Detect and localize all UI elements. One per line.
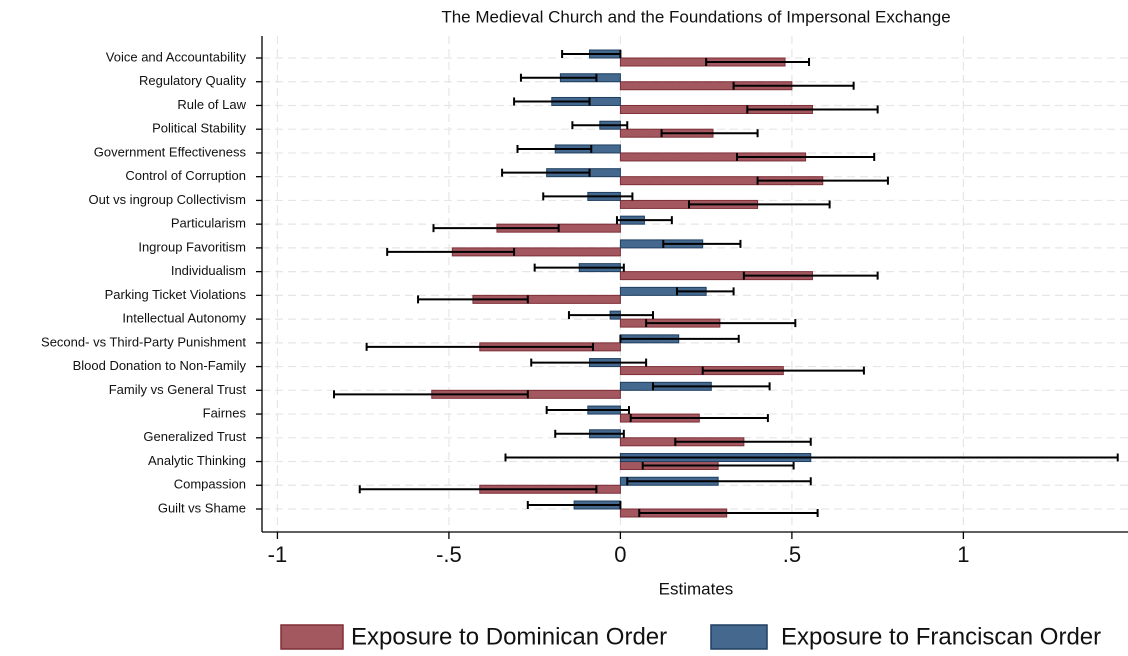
y-tick-label: Second- vs Third-Party Punishment (41, 334, 246, 349)
error-bar (732, 81, 855, 90)
error-bar (687, 200, 831, 209)
error-bar (542, 192, 634, 201)
legend-swatch (710, 624, 768, 650)
error-bar (705, 58, 811, 66)
y-tick-label: Ingroup Favoritism (138, 239, 246, 254)
error-bar (736, 152, 876, 161)
error-bar (386, 247, 516, 256)
error-bar (619, 334, 740, 343)
error-bar (554, 429, 625, 438)
error-bar (417, 295, 529, 304)
y-tick-label: Compassion (174, 477, 246, 492)
error-bar (504, 453, 1119, 462)
x-tick-label: .5 (783, 542, 801, 567)
error-bar (432, 224, 560, 233)
y-tick-label: Individualism (171, 263, 246, 278)
error-bar (513, 97, 591, 106)
chart-title: The Medieval Church and the Foundations … (441, 7, 950, 26)
y-tick-label: Blood Donation to Non-Family (73, 358, 247, 373)
y-tick-label: Control of Corruption (125, 168, 246, 183)
y-tick-label: Generalized Trust (143, 429, 246, 444)
x-tick-label: 1 (957, 542, 969, 567)
error-bar (365, 342, 594, 351)
error-bar (516, 144, 593, 153)
error-bar (629, 414, 769, 423)
legend-label: Exposure to Dominican Order (351, 623, 667, 650)
error-bar (660, 129, 759, 138)
error-bar (756, 176, 889, 185)
legend-label: Exposure to Franciscan Order (781, 623, 1101, 650)
y-tick-label: Family vs General Trust (109, 382, 247, 397)
y-tick-label: Political Stability (152, 121, 246, 136)
error-bar (333, 390, 529, 399)
x-tick-label: -.5 (436, 542, 462, 567)
error-bar (742, 271, 879, 280)
error-bar (674, 437, 812, 446)
x-tick-label: 0 (614, 542, 626, 567)
error-bar (501, 168, 591, 177)
y-tick-label: Regulatory Quality (139, 73, 246, 88)
error-bar (746, 105, 879, 114)
error-bar (567, 311, 654, 320)
error-bar (571, 121, 629, 130)
error-bar (651, 382, 771, 391)
x-axis-label: Estimates (659, 579, 734, 598)
y-tick-label: Out vs ingroup Collectivism (89, 192, 247, 207)
legend-swatch (280, 624, 344, 650)
y-tick-label: Guilt vs Shame (158, 500, 246, 515)
y-tick-label: Intellectual Autonomy (122, 311, 246, 326)
y-tick-label: Particularism (171, 216, 246, 231)
y-tick-label: Fairnes (203, 405, 247, 420)
error-bar (358, 485, 598, 494)
error-bar (645, 319, 797, 328)
error-bar (641, 461, 795, 470)
error-bar (701, 366, 865, 375)
error-bar (530, 358, 648, 367)
y-tick-label: Analytic Thinking (148, 453, 246, 468)
error-bar (533, 263, 625, 272)
y-tick-label: Parking Ticket Violations (105, 287, 247, 302)
y-tick-label: Voice and Accountability (106, 49, 247, 64)
error-bar (561, 50, 622, 58)
y-tick-label: Government Effectiveness (94, 144, 247, 159)
error-bar (519, 73, 598, 82)
x-tick-label: -1 (268, 542, 288, 567)
error-bar (615, 216, 673, 225)
error-bar (626, 477, 812, 486)
error-bar (638, 509, 819, 517)
error-bar (662, 239, 742, 248)
error-bar (675, 287, 735, 296)
error-bar (526, 501, 622, 509)
y-tick-label: Rule of Law (177, 97, 246, 112)
error-bar (545, 406, 630, 415)
